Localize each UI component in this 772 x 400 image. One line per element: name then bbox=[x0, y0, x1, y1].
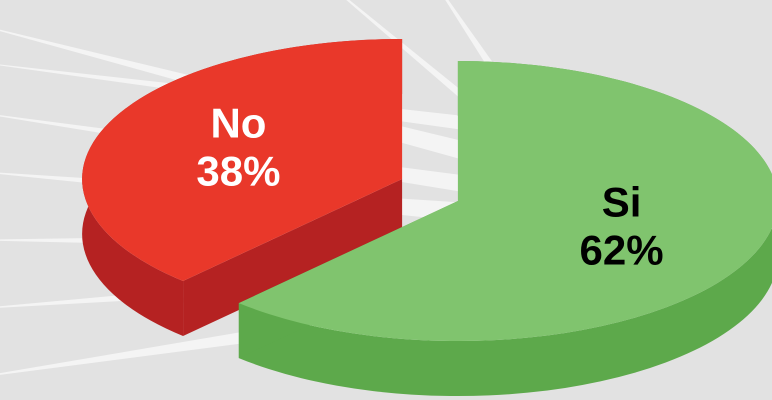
slice-value-label: 38% bbox=[196, 148, 280, 195]
slice bbox=[238, 61, 772, 342]
slice-outer-wall bbox=[238, 61, 772, 397]
slice bbox=[82, 38, 403, 282]
slice-category-label: No bbox=[210, 100, 266, 147]
slice-cut-wall bbox=[183, 178, 403, 337]
slice-category-label: Si bbox=[602, 178, 642, 225]
slice-value-label: 62% bbox=[580, 226, 664, 273]
